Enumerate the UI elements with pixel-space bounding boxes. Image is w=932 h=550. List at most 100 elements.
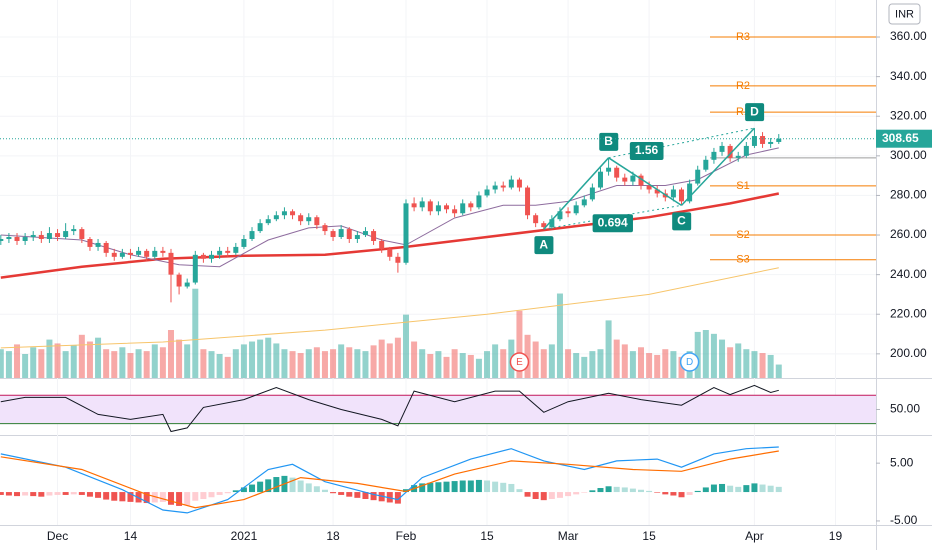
macd-tick-label: -5.00 xyxy=(890,513,918,527)
candle-body xyxy=(452,209,458,214)
macd-histogram-bar xyxy=(435,482,442,493)
candle-body xyxy=(573,205,579,214)
candle-body xyxy=(160,250,166,253)
candle-body xyxy=(306,217,312,222)
candle-body xyxy=(500,185,506,188)
candle-body xyxy=(225,250,231,253)
volume-bar xyxy=(362,351,369,378)
volume-bar xyxy=(38,349,45,378)
volume-bar xyxy=(402,314,409,378)
volume-bar xyxy=(565,349,572,378)
volume-bar xyxy=(605,320,612,378)
candle-body xyxy=(249,231,255,239)
candle-body xyxy=(760,136,766,144)
macd-histogram-bar xyxy=(637,489,644,493)
macd-histogram-bar xyxy=(111,492,118,501)
pattern-point-label: C xyxy=(677,214,686,228)
volume-bar xyxy=(459,353,466,378)
candle-body xyxy=(168,252,174,275)
candle-body xyxy=(768,141,774,144)
candle-body xyxy=(395,256,401,263)
macd-histogram-bar xyxy=(394,492,401,504)
volume-bar xyxy=(281,349,288,378)
candle-body xyxy=(103,242,109,253)
candle-body xyxy=(557,211,563,220)
candle-body xyxy=(46,233,52,239)
volume-bar xyxy=(176,339,183,378)
candle-body xyxy=(152,250,158,257)
pivot-label: S3 xyxy=(736,254,749,266)
volume-bar xyxy=(313,347,320,378)
macd-line xyxy=(0,446,779,514)
macd-histogram-bar xyxy=(208,492,215,498)
volume-bar xyxy=(354,349,361,378)
macd-histogram-bar xyxy=(62,492,69,495)
macd-histogram-bar xyxy=(224,492,231,494)
macd-histogram-bar xyxy=(249,484,256,493)
candle-body xyxy=(71,229,77,232)
candle-body xyxy=(525,187,531,216)
macd-histogram-bar xyxy=(273,477,280,493)
candle-body xyxy=(411,203,417,208)
candle-body xyxy=(281,211,287,216)
y-tick-label: 260.00 xyxy=(890,227,927,241)
macd-histogram-bar xyxy=(443,481,450,493)
macd-histogram-bar xyxy=(775,486,782,493)
volume-bar xyxy=(240,344,247,378)
macd-histogram-bar xyxy=(78,492,85,495)
candle-body xyxy=(209,254,215,259)
macd-histogram-bar xyxy=(565,492,572,497)
volume-bar xyxy=(411,341,418,378)
candle-body xyxy=(679,189,685,202)
macd-histogram-bar xyxy=(670,492,677,496)
candle-body xyxy=(257,223,263,232)
volume-bar xyxy=(321,351,328,378)
volume-bar xyxy=(330,349,337,378)
macd-histogram-bar xyxy=(184,492,191,506)
macd-histogram-bar xyxy=(330,492,337,494)
volume-bar xyxy=(751,351,758,378)
candle-body xyxy=(444,205,450,210)
macd-histogram-bar xyxy=(5,492,12,496)
candle-body xyxy=(217,250,223,255)
macd-histogram-bar xyxy=(500,482,507,493)
signal-line xyxy=(0,450,779,509)
volume-bar xyxy=(143,351,150,378)
candle-body xyxy=(581,199,587,206)
event-label: E xyxy=(516,357,523,368)
candle-body xyxy=(371,231,377,241)
volume-bar xyxy=(710,333,717,378)
volume-bar xyxy=(694,331,701,378)
macd-histogram-bar xyxy=(38,492,45,497)
candle-body xyxy=(79,229,85,239)
candle-body xyxy=(606,167,612,172)
volume-bar xyxy=(200,349,207,378)
candle-body xyxy=(516,179,522,188)
volume-bar xyxy=(151,344,158,378)
candle-body xyxy=(111,252,117,257)
macd-histogram-bar xyxy=(459,480,466,493)
candle-body xyxy=(330,231,336,238)
macd-tick-label: 5.00 xyxy=(890,455,914,469)
macd-histogram-bar xyxy=(767,485,774,493)
pattern-point-label-box xyxy=(745,103,765,122)
candle-body xyxy=(630,175,636,182)
candle-body xyxy=(200,254,206,259)
candle-body xyxy=(233,246,239,253)
y-tick-label: 300.00 xyxy=(890,148,927,162)
macd-histogram-bar xyxy=(556,492,563,498)
candle-body xyxy=(184,282,190,287)
volume-bar xyxy=(484,351,491,378)
candle-body xyxy=(322,225,328,232)
volume-bar xyxy=(500,349,507,378)
candle-body xyxy=(354,235,360,239)
x-tick-label: Mar xyxy=(558,529,579,543)
macd-histogram-bar xyxy=(14,492,21,497)
candle-body xyxy=(492,185,498,190)
volume-bar xyxy=(54,343,61,378)
candle-body xyxy=(314,217,320,226)
pattern-ratio-label: 0.694 xyxy=(598,215,628,229)
currency-box[interactable] xyxy=(888,3,921,25)
macd-histogram-bar xyxy=(646,490,653,493)
